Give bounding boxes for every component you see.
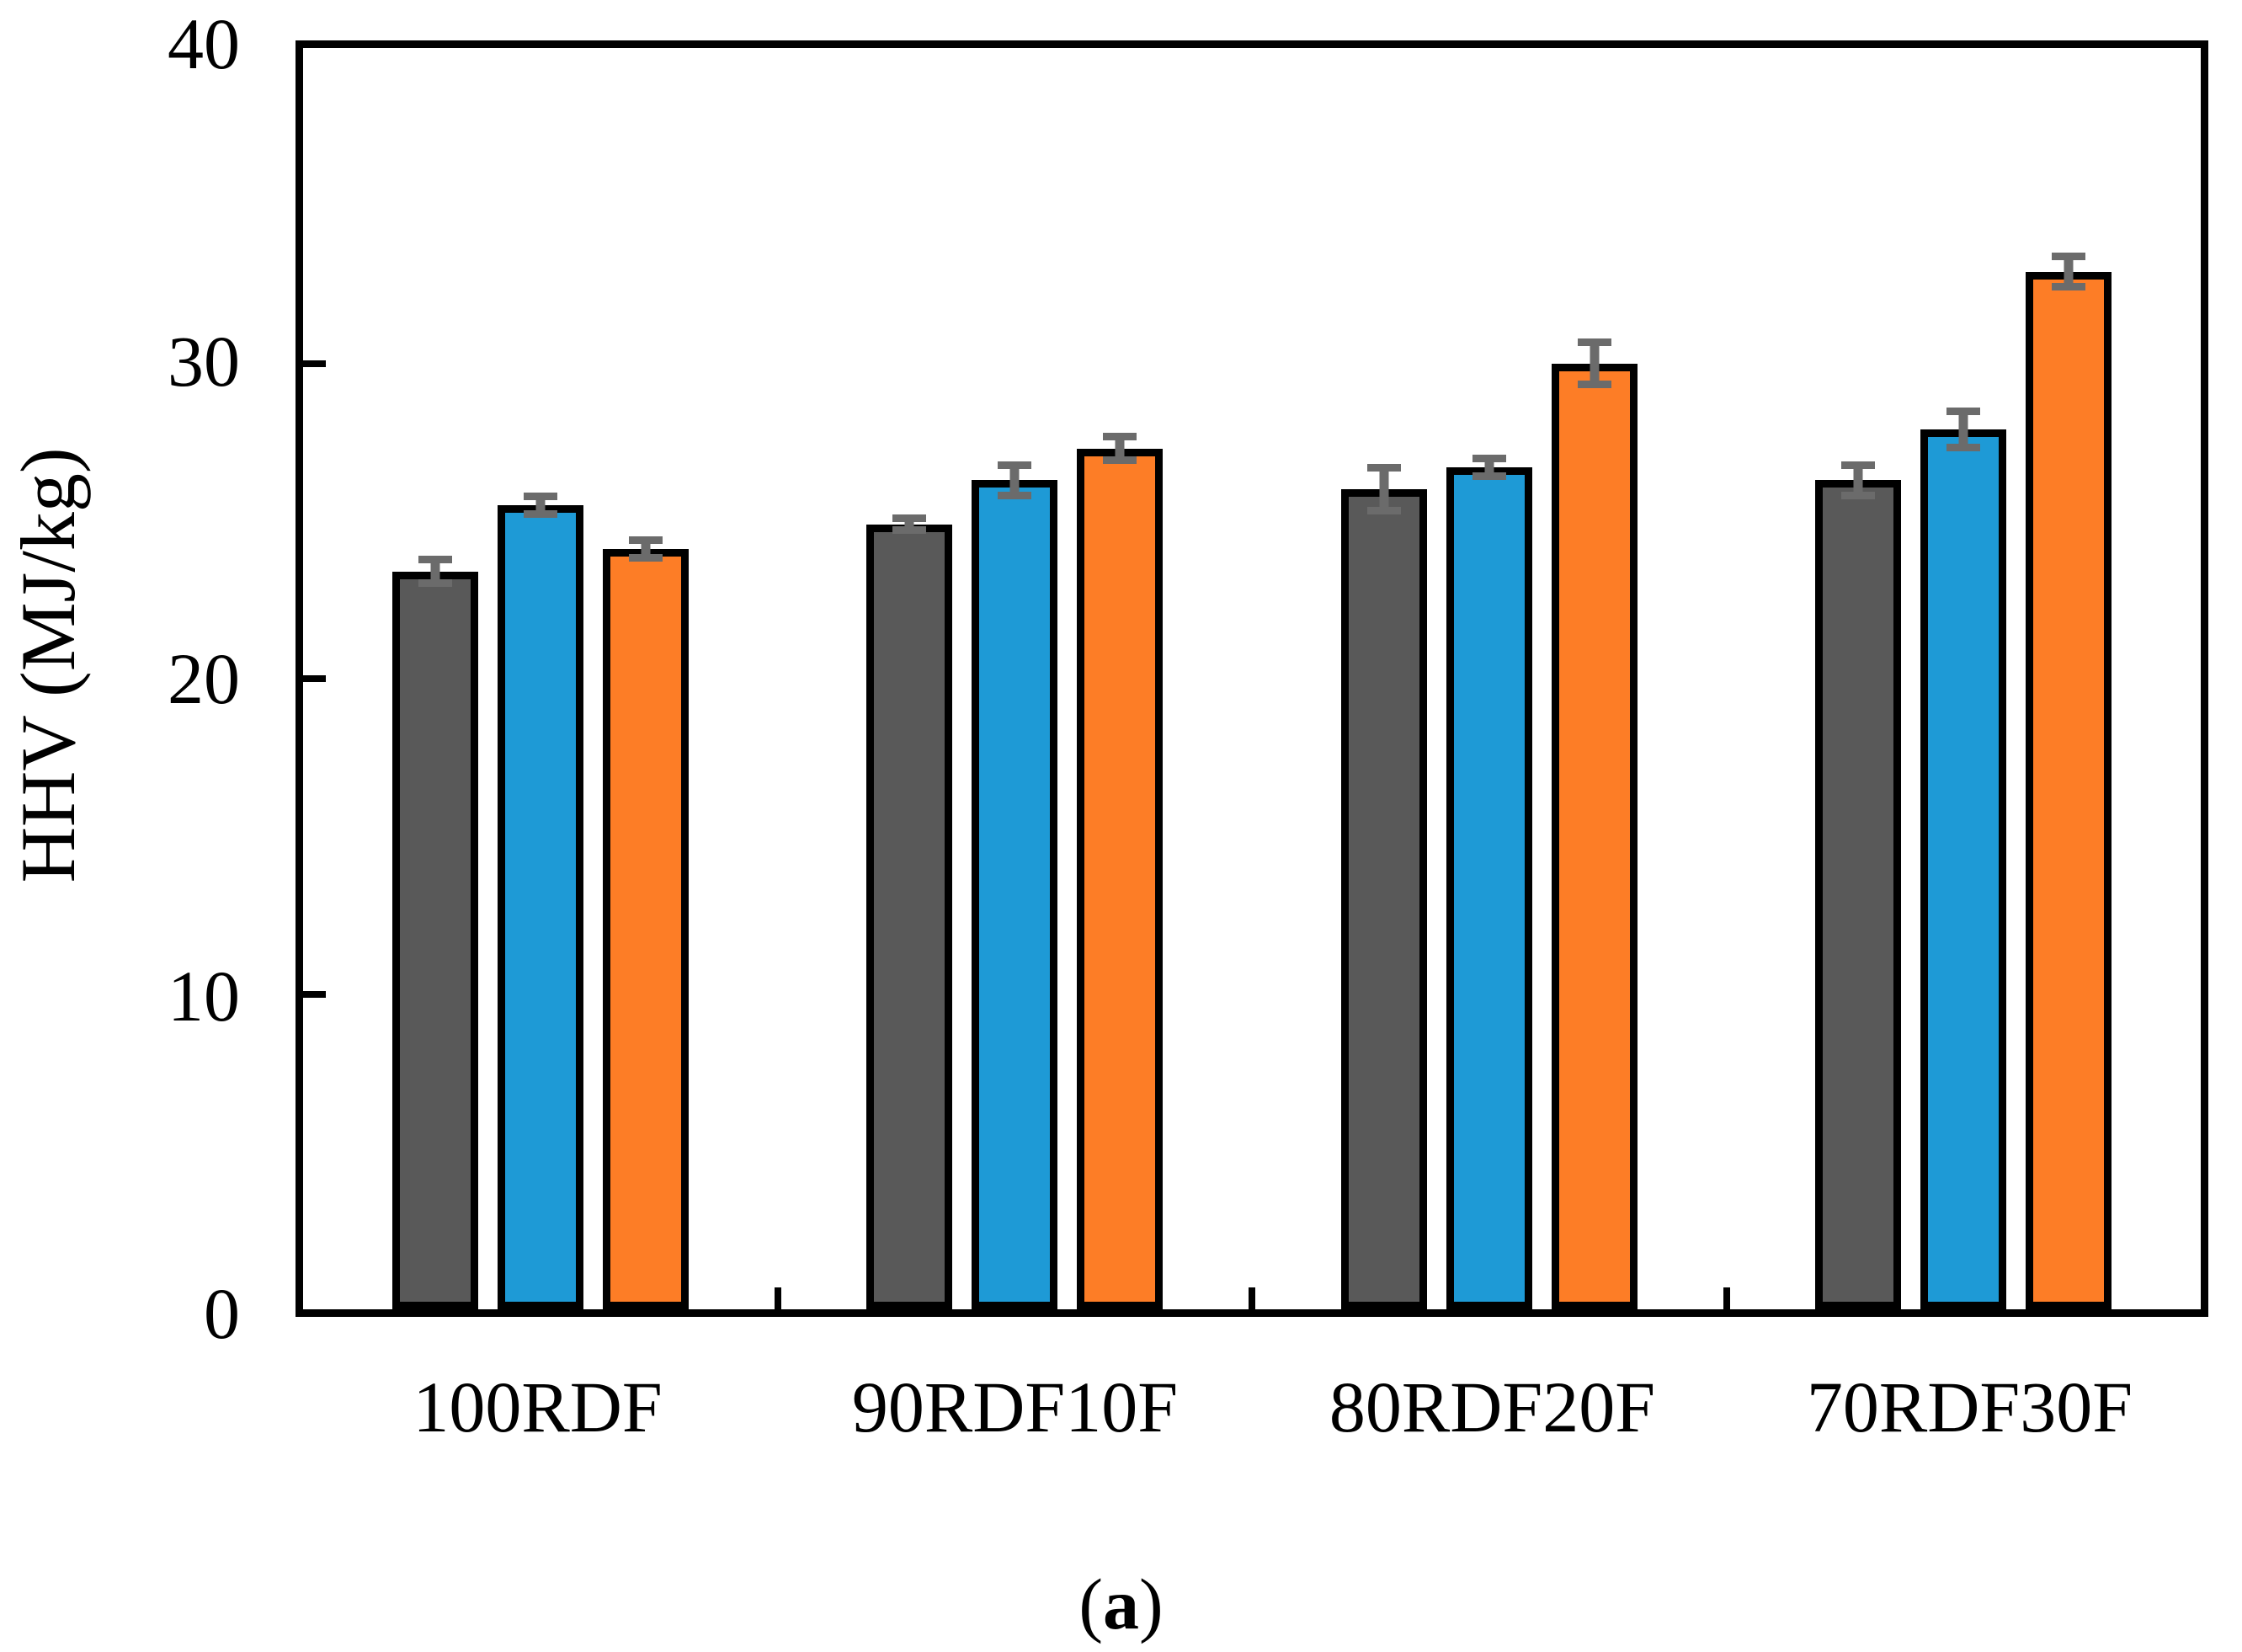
dark-gray-series-error-bar [418, 555, 452, 588]
error-bar-stem [1958, 407, 1968, 452]
orange-series-bar [1077, 448, 1164, 1309]
error-bar-cap-bottom [2052, 283, 2086, 291]
error-bar-stem [430, 555, 440, 588]
error-bar-stem [1484, 455, 1494, 481]
error-bar-cap-bottom [1103, 456, 1137, 465]
blue-series-error-bar [1472, 455, 1506, 481]
orange-series-bar [602, 549, 689, 1309]
orange-series-bar [1551, 363, 1638, 1309]
y-axis-tick-labels: 40 30 20 10 0 [29, 8, 240, 1350]
dark-gray-series-bar [866, 524, 953, 1309]
error-bar-stem [535, 493, 546, 519]
dark-gray-series-error-bar [892, 514, 927, 534]
y-axis-tick [303, 360, 326, 367]
blue-series-bar [1920, 429, 2007, 1309]
error-bar-cap-bottom [1841, 491, 1876, 499]
dark-gray-series-error-bar [1841, 461, 1876, 499]
error-bar-cap-bottom [998, 491, 1032, 499]
error-bar-stem [1115, 432, 1125, 465]
dark-gray-series-bar [391, 571, 478, 1309]
error-bar-cap-bottom [1577, 381, 1611, 389]
blue-series-bar [497, 505, 583, 1309]
orange-series-error-bar [628, 536, 663, 562]
error-bar-stem [1009, 461, 1020, 499]
error-bar-stem [641, 536, 651, 562]
blue-series-error-bar [523, 493, 557, 519]
blue-series-error-bar [998, 461, 1032, 499]
error-bar-stem [1379, 464, 1389, 515]
x-category-label: 80RDF20F [1329, 1367, 1656, 1447]
caption-close-paren: ) [1139, 1564, 1164, 1644]
y-axis-tick [303, 675, 326, 682]
x-axis-tick [774, 1287, 781, 1309]
error-bar-cap-bottom [1946, 444, 1981, 452]
x-category-label: 70RDF30F [1806, 1367, 2133, 1447]
y-tick-label: 20 [168, 638, 240, 719]
dark-gray-series-bar [1815, 480, 1902, 1309]
x-axis-category-labels: 100RDF 90RDF10F 80RDF20F 70RDF30F [299, 1371, 2208, 1455]
blue-series-bar [1446, 467, 1532, 1309]
y-tick-label: 0 [204, 1273, 240, 1354]
error-bar-cap-bottom [892, 525, 927, 534]
blue-series-error-bar [1946, 407, 1981, 452]
error-bar-stem [2064, 253, 2074, 291]
error-bar-cap-bottom [1472, 472, 1506, 481]
figure-caption: (a) [0, 1568, 2242, 1640]
x-axis-tick [1723, 1287, 1730, 1309]
error-bar-cap-bottom [523, 510, 557, 519]
error-bar-cap-bottom [628, 554, 663, 562]
error-bar-cap-bottom [418, 579, 452, 588]
orange-series-bar [2026, 271, 2112, 1309]
orange-series-error-bar [1577, 338, 1611, 389]
y-axis-tick [303, 990, 326, 998]
error-bar-cap-bottom [1366, 507, 1401, 515]
y-tick-label: 30 [168, 321, 240, 402]
x-category-label: 100RDF [413, 1367, 663, 1447]
error-bar-stem [904, 514, 914, 534]
dark-gray-series-error-bar [1366, 464, 1401, 515]
orange-series-error-bar [2052, 253, 2086, 291]
y-tick-label: 10 [168, 956, 240, 1036]
orange-series-error-bar [1103, 432, 1137, 465]
error-bar-stem [1853, 461, 1863, 499]
plot-area [296, 40, 2208, 1317]
blue-series-bar [972, 480, 1058, 1309]
dark-gray-series-bar [1340, 489, 1427, 1309]
x-category-label: 90RDF10F [851, 1367, 1179, 1447]
y-tick-label: 40 [168, 3, 240, 84]
x-axis-tick [1249, 1287, 1255, 1309]
caption-letter: a [1103, 1564, 1139, 1644]
caption-open-paren: ( [1078, 1564, 1103, 1644]
error-bar-stem [1590, 338, 1600, 389]
